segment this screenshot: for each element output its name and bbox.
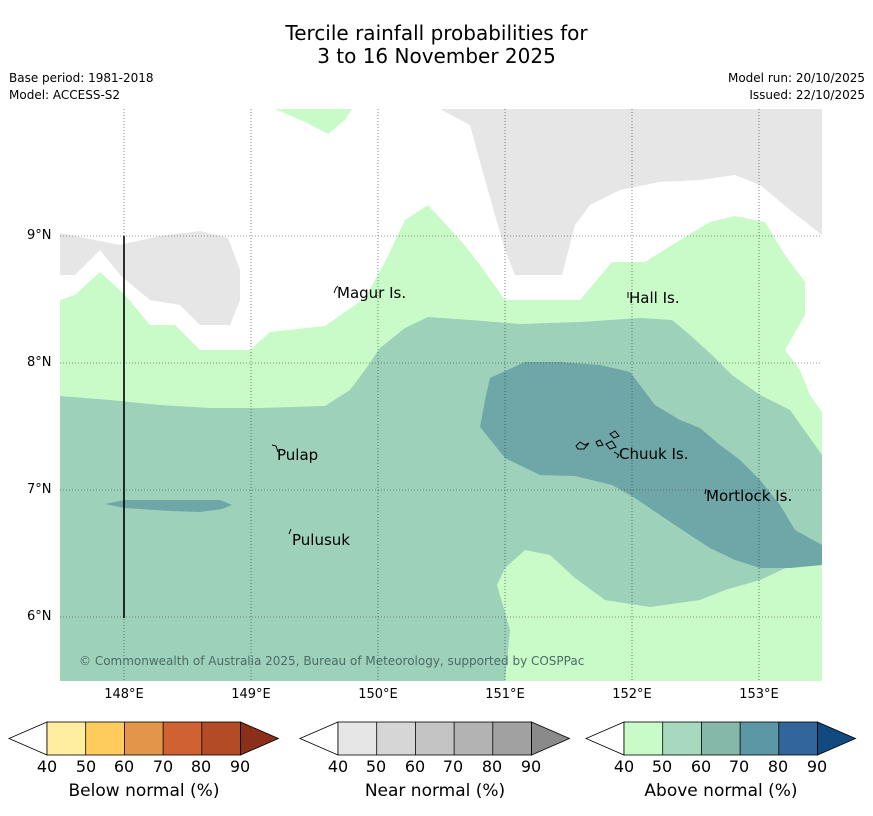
place-label-chuuk: Chuuk Is. xyxy=(619,445,688,463)
colorbar-near-high-extend xyxy=(531,721,571,756)
colorbar-near-cell-1 xyxy=(376,722,416,755)
title-line-1: Tercile rainfall probabilities for xyxy=(285,21,588,45)
colorbar-above-tick-80: 80 xyxy=(767,757,789,776)
map-title: Tercile rainfall probabilities for 3 to … xyxy=(0,22,873,68)
colorbar-below-tick-60: 60 xyxy=(113,757,135,776)
magur-island-shape xyxy=(333,285,339,294)
colorbar-near-cell-3 xyxy=(454,722,493,755)
colorbar-below-tick-70: 70 xyxy=(152,757,174,776)
colorbar-below-cell-3 xyxy=(163,722,202,755)
pulusuk-island-shape xyxy=(288,528,292,535)
colorbar-above-high-extend xyxy=(817,721,857,756)
near-normal-region-north xyxy=(440,109,822,275)
lat-tick-8n: 8°N xyxy=(27,355,52,370)
colorbars xyxy=(7,721,857,756)
lon-tick-149e: 149°E xyxy=(231,687,271,702)
chuuk-island-shape-2 xyxy=(595,439,604,447)
lon-tick-152e: 152°E xyxy=(612,687,652,702)
meta-left: Base period: 1981-2018 Model: ACCESS-S2 xyxy=(9,70,154,104)
place-label-pulap: Pulap xyxy=(277,446,318,464)
colorbar-above-tick-60: 60 xyxy=(690,757,712,776)
map-area: Magur Is. Hall Is. Pulap Chuuk Is. Mortl… xyxy=(60,109,822,681)
above-normal-60-region-west xyxy=(105,500,232,512)
colorbar-below-border xyxy=(46,721,241,756)
base-period: Base period: 1981-2018 xyxy=(9,71,154,85)
colorbar-above-tick-50: 50 xyxy=(651,757,673,776)
chuuk-island-shape-5 xyxy=(613,451,620,459)
colorbar-above-low-extend xyxy=(584,721,625,756)
issued-date: Issued: 22/10/2025 xyxy=(749,88,865,102)
chuuk-island-shape-1 xyxy=(575,441,590,450)
colorbar-near-low-extend xyxy=(298,721,339,756)
island-outlines xyxy=(271,285,707,535)
copyright-notice: © Commonwealth of Australia 2025, Bureau… xyxy=(79,654,584,668)
chuuk-island-shape-3 xyxy=(605,440,617,450)
colorbar-below-cell-1 xyxy=(85,722,125,755)
colorbar-above-border xyxy=(623,721,818,756)
place-label-hall: Hall Is. xyxy=(629,289,680,307)
colorbar-below-cell-0 xyxy=(47,722,86,755)
colorbar-above-cell-1 xyxy=(662,722,702,755)
lon-tick-148e: 148°E xyxy=(104,687,144,702)
colorbar-near-cell-0 xyxy=(338,722,377,755)
pulap-island-shape xyxy=(271,444,279,453)
lat-tick-6n: 6°N xyxy=(27,609,52,624)
above-normal-60-region-east xyxy=(480,362,822,568)
colorbar-below-cell-4 xyxy=(201,722,241,755)
place-label-mortlock: Mortlock Is. xyxy=(706,487,792,505)
colorbar-below-high-extend xyxy=(240,721,280,756)
colorbar-near-tick-50: 50 xyxy=(365,757,387,776)
above-normal-40-region-top xyxy=(275,109,352,134)
colorbar-near-border xyxy=(337,721,532,756)
colorbar-near-tick-80: 80 xyxy=(481,757,503,776)
colorbar-near-tick-70: 70 xyxy=(442,757,464,776)
lat-tick-7n: 7°N xyxy=(27,482,52,497)
colorbar-below-cell-2 xyxy=(124,722,164,755)
colorbar-near-tick-60: 60 xyxy=(404,757,426,776)
title-line-2: 3 to 16 November 2025 xyxy=(317,44,556,68)
model-run: Model run: 20/10/2025 xyxy=(727,71,865,85)
lon-tick-151e: 151°E xyxy=(485,687,525,702)
colorbar-above-tick-40: 40 xyxy=(613,757,635,776)
colorbar-near-tick-90: 90 xyxy=(520,757,542,776)
place-label-pulusuk: Pulusuk xyxy=(292,531,350,549)
colorbar-near-cell-2 xyxy=(415,722,455,755)
colorbar-below-tick-80: 80 xyxy=(190,757,212,776)
place-label-magur: Magur Is. xyxy=(337,284,406,302)
colorbar-above-cell-0 xyxy=(624,722,663,755)
lon-tick-153e: 153°E xyxy=(739,687,779,702)
colorbar-above-cell-3 xyxy=(740,722,779,755)
model-name: Model: ACCESS-S2 xyxy=(9,88,121,102)
colorbar-near-tick-40: 40 xyxy=(327,757,349,776)
colorbar-below-tick-40: 40 xyxy=(36,757,58,776)
colorbar-above-cell-2 xyxy=(701,722,741,755)
chuuk-island-shape-4 xyxy=(609,430,620,439)
colorbar-label-above: Above normal (%) xyxy=(644,781,798,801)
colorbar-label-below: Below normal (%) xyxy=(68,781,220,801)
colorbar-label-near: Near normal (%) xyxy=(364,781,506,801)
colorbar-near-cell-4 xyxy=(492,722,532,755)
colorbar-below-low-extend xyxy=(7,721,48,756)
lat-tick-9n: 9°N xyxy=(27,228,52,243)
colorbar-above-cell-4 xyxy=(778,722,818,755)
colorbar-above-tick-90: 90 xyxy=(806,757,828,776)
lon-tick-150e: 150°E xyxy=(358,687,398,702)
colorbar-below-tick-50: 50 xyxy=(75,757,97,776)
mortlock-island-shape xyxy=(704,488,707,495)
colorbar-below-tick-90: 90 xyxy=(229,757,251,776)
colorbar-above-tick-70: 70 xyxy=(728,757,750,776)
meta-right: Model run: 20/10/2025 Issued: 22/10/2025 xyxy=(728,70,865,104)
near-normal-region-west xyxy=(60,231,240,325)
